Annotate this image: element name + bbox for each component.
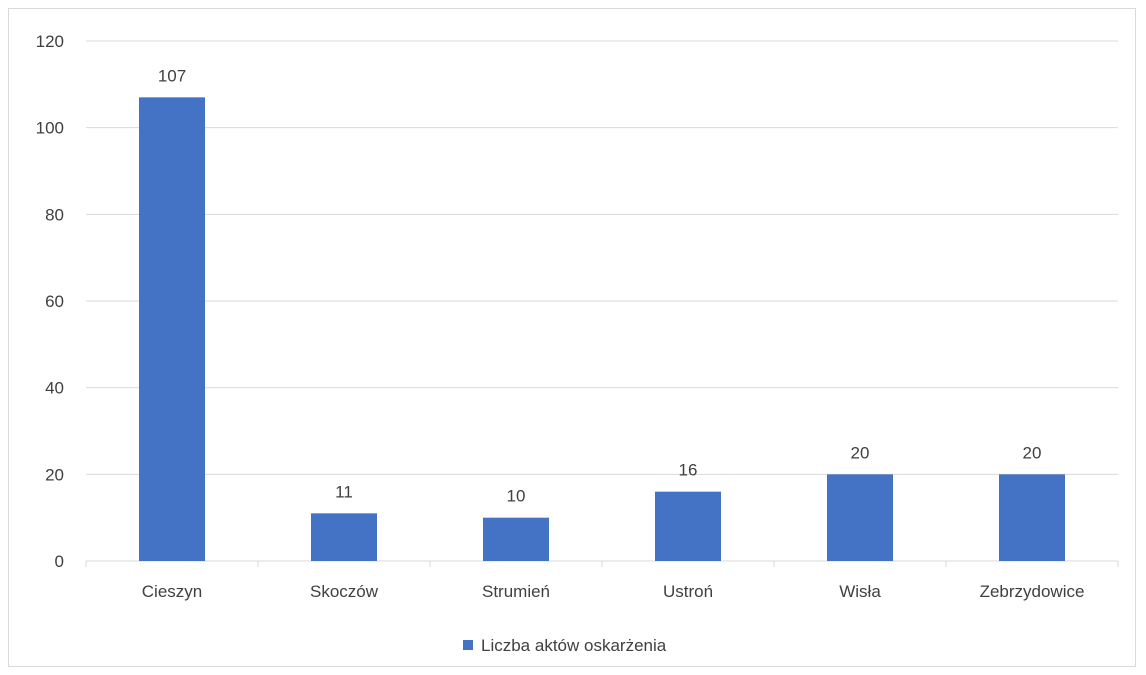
category-label: Skoczów <box>310 582 379 601</box>
data-label: 16 <box>679 461 698 480</box>
y-tick-label: 120 <box>36 32 64 51</box>
legend-label: Liczba aktów oskarżenia <box>481 636 667 655</box>
y-tick-label: 40 <box>45 379 64 398</box>
axes <box>85 560 1119 567</box>
data-label: 20 <box>851 443 870 462</box>
category-label: Strumień <box>482 582 550 601</box>
labels: 0 20 40 60 80 100 120 107 Cieszyn 11 Skoczów 10 Stru… <box>36 32 1085 601</box>
bars <box>139 97 1065 561</box>
y-tick-label: 80 <box>45 205 64 224</box>
bar <box>655 491 721 561</box>
bar <box>311 513 377 561</box>
y-tick-label: 0 <box>55 552 64 571</box>
bar <box>827 474 893 561</box>
data-label: 20 <box>1023 443 1042 462</box>
legend: Liczba aktów oskarżenia <box>463 636 667 655</box>
data-label: 10 <box>507 487 526 506</box>
bar <box>999 474 1065 561</box>
y-tick-label: 60 <box>45 292 64 311</box>
data-label: 107 <box>158 66 186 85</box>
bar <box>139 97 205 561</box>
category-label: Cieszyn <box>142 582 202 601</box>
gridlines <box>86 40 1118 475</box>
category-label: Wisła <box>839 582 881 601</box>
y-tick-label: 100 <box>36 119 64 138</box>
bar <box>483 517 549 561</box>
y-tick-label: 20 <box>45 465 64 484</box>
category-label: Ustroń <box>663 582 713 601</box>
legend-swatch <box>463 640 473 650</box>
data-label: 11 <box>335 482 353 501</box>
category-label: Zebrzydowice <box>980 582 1085 601</box>
